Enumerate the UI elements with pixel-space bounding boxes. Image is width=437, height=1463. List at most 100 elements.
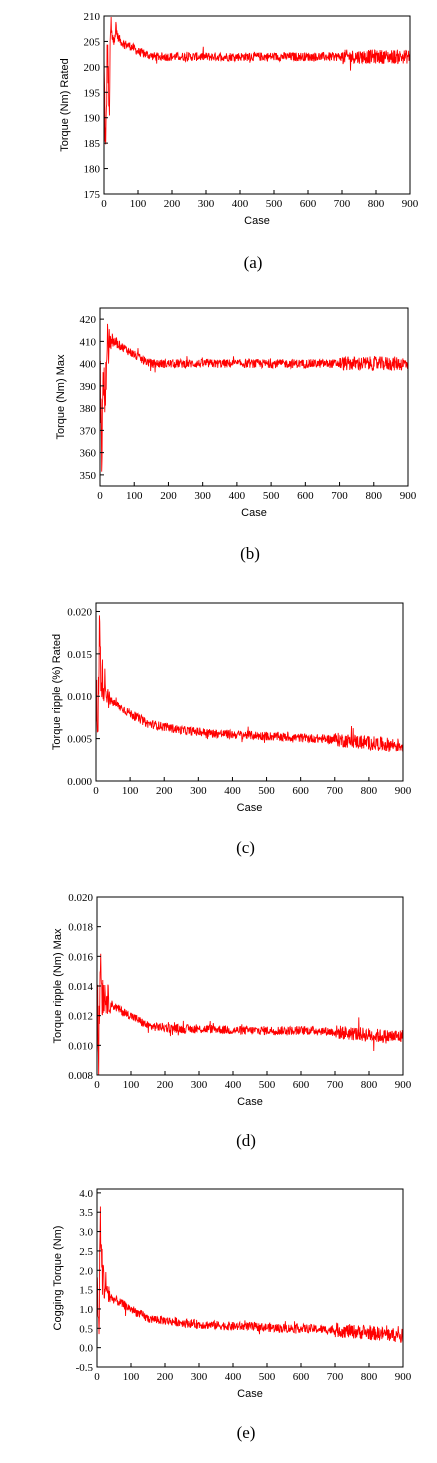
panel-label: (e) [237, 1423, 256, 1442]
y-tick-label: 0.000 [67, 776, 92, 788]
panel-label: (a) [244, 253, 263, 272]
y-tick-label: -0.5 [76, 1362, 94, 1374]
x-axis-label: Case [244, 215, 270, 227]
series-line [103, 16, 411, 145]
y-tick-label: 390 [80, 381, 97, 393]
series-line [96, 953, 404, 1076]
y-tick-label: 175 [84, 189, 101, 201]
x-tick-label: 800 [361, 1079, 378, 1091]
chart-panel-5: 0 100 200 300 400 500 600 700 800 900 -0.5 0.0 0.5 1.… [52, 1188, 412, 1442]
x-tick-label: 700 [331, 490, 348, 502]
x-tick-label: 700 [327, 1079, 344, 1091]
y-tick-label: 2.5 [79, 1246, 93, 1258]
x-tick-label: 200 [157, 1371, 174, 1383]
y-tick-label: 205 [84, 36, 101, 48]
x-tick-label: 900 [395, 1371, 412, 1383]
y-tick-label: 0.015 [67, 649, 92, 661]
x-tick-label: 300 [198, 198, 215, 210]
x-tick-label: 500 [263, 490, 280, 502]
x-tick-label: 400 [225, 1371, 242, 1383]
y-tick-label: 0.010 [67, 691, 92, 703]
x-tick-label: 300 [191, 1371, 208, 1383]
x-tick-label: 500 [259, 1079, 276, 1091]
y-tick-label: 1.0 [79, 1304, 93, 1316]
x-tick-label: 400 [229, 490, 246, 502]
y-tick-label: 0.010 [68, 1040, 93, 1052]
y-tick-label: 0.0 [79, 1343, 93, 1355]
x-tick-label: 900 [400, 490, 417, 502]
y-tick-label: 1.5 [79, 1285, 93, 1297]
y-tick-label: 210 [84, 11, 101, 23]
x-tick-label: 600 [297, 490, 314, 502]
x-axis-label: Case [241, 507, 267, 519]
x-tick-label: 400 [224, 785, 241, 797]
y-axis-label: Torque ripple (%) Rated [51, 634, 63, 750]
x-tick-label: 0 [101, 198, 107, 210]
y-tick-label: 0.014 [68, 981, 93, 993]
x-tick-label: 800 [366, 490, 383, 502]
x-tick-label: 500 [259, 1371, 276, 1383]
x-tick-label: 700 [327, 1371, 344, 1383]
y-tick-label: 0.008 [68, 1070, 93, 1082]
y-tick-label: 0.020 [68, 892, 93, 904]
x-tick-label: 300 [191, 1079, 208, 1091]
x-tick-label: 400 [232, 198, 249, 210]
y-tick-label: 200 [84, 62, 101, 74]
y-tick-label: 0.012 [68, 1011, 93, 1023]
y-axis-label: Cogging Torque (Nm) [52, 1226, 64, 1331]
y-tick-label: 190 [84, 113, 101, 125]
x-tick-label: 100 [123, 1079, 140, 1091]
x-tick-label: 0 [97, 490, 103, 502]
x-tick-label: 100 [126, 490, 143, 502]
x-tick-label: 200 [156, 785, 173, 797]
x-tick-label: 600 [293, 1371, 310, 1383]
x-tick-label: 900 [395, 785, 412, 797]
x-tick-label: 300 [190, 785, 207, 797]
x-tick-label: 0 [93, 785, 99, 797]
x-tick-label: 400 [225, 1079, 242, 1091]
x-tick-label: 700 [327, 785, 344, 797]
y-tick-label: 2.0 [79, 1265, 93, 1277]
plot-frame [95, 602, 404, 782]
plot-frame [96, 896, 404, 1076]
x-tick-label: 300 [194, 490, 211, 502]
y-tick-label: 370 [80, 425, 97, 437]
x-tick-label: 700 [334, 198, 351, 210]
y-tick-label: 400 [80, 359, 97, 371]
y-tick-label: 4.0 [79, 1188, 93, 1200]
x-tick-label: 500 [258, 785, 275, 797]
x-tick-label: 900 [395, 1079, 412, 1091]
plot-frame [96, 1188, 404, 1368]
x-tick-label: 200 [164, 198, 181, 210]
x-axis-label: Case [237, 1096, 263, 1108]
y-tick-label: 0.016 [68, 951, 93, 963]
x-tick-label: 800 [361, 1371, 378, 1383]
x-tick-label: 800 [361, 785, 378, 797]
x-tick-label: 0 [94, 1371, 100, 1383]
y-tick-label: 0.020 [67, 606, 92, 618]
x-tick-label: 600 [300, 198, 317, 210]
panel-label: (c) [236, 838, 255, 857]
y-tick-label: 3.5 [79, 1207, 93, 1219]
y-tick-label: 350 [80, 470, 97, 482]
y-tick-label: 360 [80, 448, 97, 460]
x-tick-label: 800 [368, 198, 385, 210]
x-tick-label: 100 [123, 1371, 140, 1383]
y-tick-label: 410 [80, 336, 97, 348]
panel-label: (d) [236, 1131, 256, 1150]
chart-panel-3: 0 100 200 300 400 500 600 700 800 900 0.000 0.005 0.… [51, 602, 412, 857]
y-axis-label: Torque (Nm) Max [55, 354, 67, 439]
x-axis-label: Case [237, 802, 263, 814]
plot-frame [103, 15, 411, 195]
plot-frame [99, 307, 409, 487]
y-tick-label: 0.018 [68, 922, 93, 934]
x-tick-label: 200 [157, 1079, 174, 1091]
x-tick-label: 200 [160, 490, 177, 502]
chart-panel-2: 0 100 200 300 400 500 600 700 800 900 350 360 370 380… [55, 307, 417, 563]
y-tick-label: 0.5 [79, 1323, 93, 1335]
x-tick-label: 0 [94, 1079, 100, 1091]
y-axis-label: Torque (Nm) Rated [59, 58, 71, 152]
y-tick-label: 185 [84, 138, 101, 150]
y-tick-label: 3.0 [79, 1227, 93, 1239]
